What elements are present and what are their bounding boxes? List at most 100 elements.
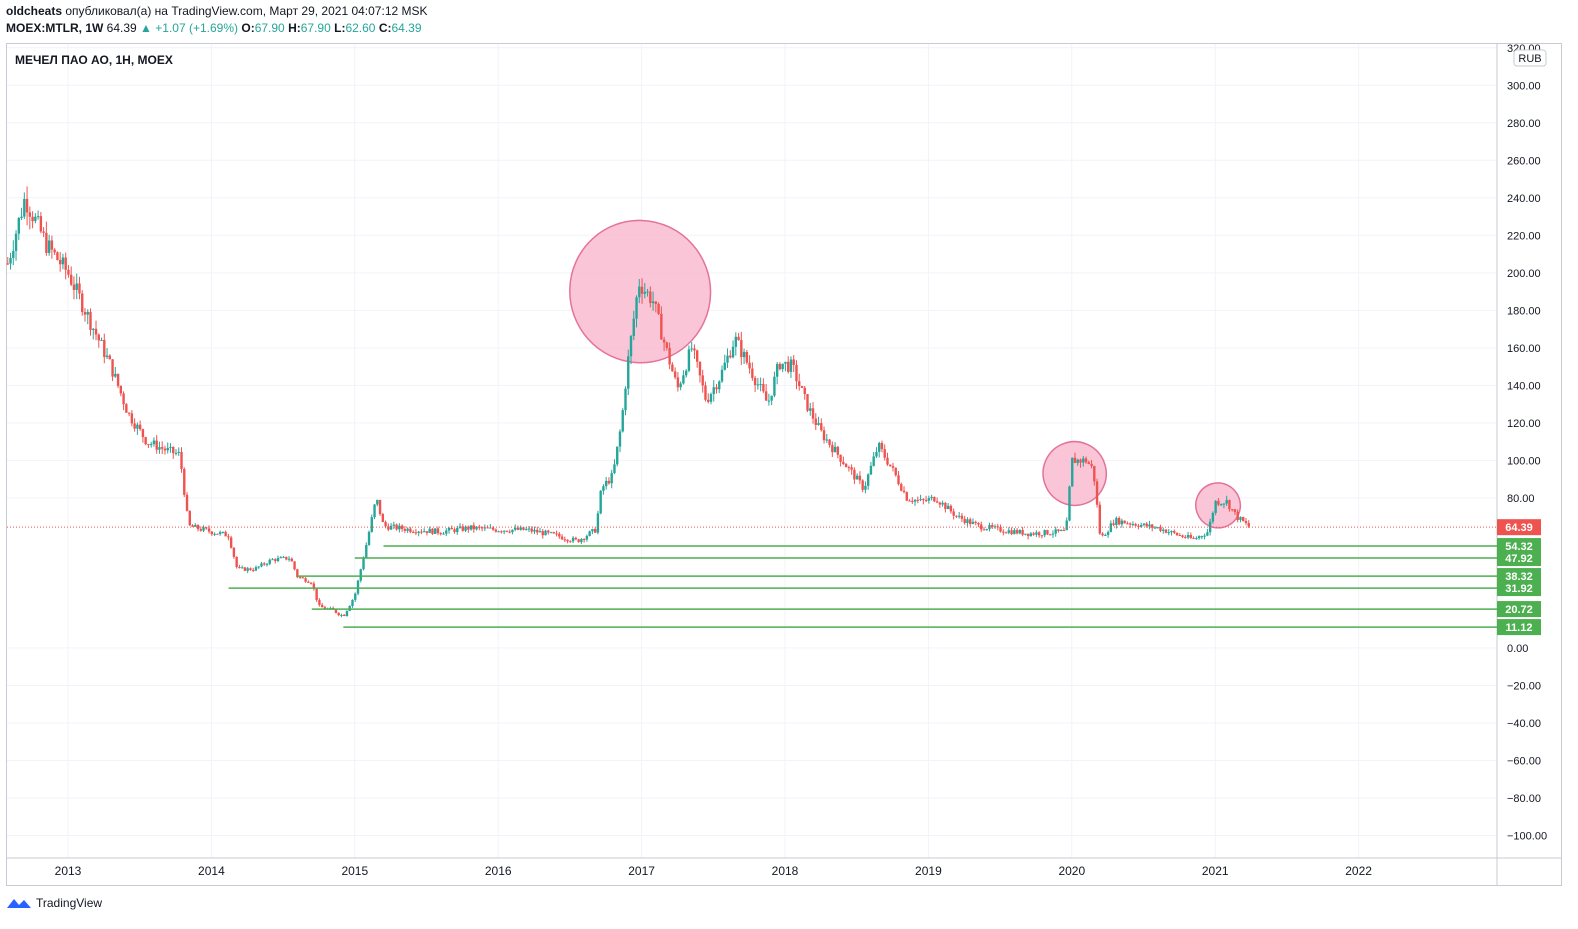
chart-frame[interactable]	[6, 43, 1562, 886]
candle-body	[635, 297, 638, 319]
candle-body	[513, 527, 517, 530]
candle-body	[1084, 458, 1088, 463]
x-tick-label: 2022	[1345, 864, 1372, 878]
candle-body	[1095, 481, 1099, 505]
x-tick-label: 2014	[198, 864, 225, 878]
candle-body	[17, 218, 21, 234]
candle-body	[673, 371, 677, 378]
candle-body	[161, 447, 164, 449]
candle-body	[1004, 532, 1008, 534]
author-name[interactable]: oldcheats	[6, 4, 63, 18]
candle-body	[676, 377, 680, 388]
candle-body	[185, 494, 189, 511]
candle-body	[687, 349, 691, 371]
candle-body	[370, 517, 373, 532]
candle-body	[428, 528, 431, 533]
candle-body	[235, 556, 238, 568]
candle-body	[183, 468, 186, 495]
candle-body	[1123, 520, 1126, 524]
candle-body	[89, 311, 92, 330]
support-label: 31.92	[1505, 583, 1533, 595]
support-label-badge	[1497, 568, 1541, 585]
candle-body	[400, 525, 404, 529]
candle-body	[500, 531, 503, 533]
candle-body	[1032, 533, 1035, 535]
candle-body	[651, 301, 655, 304]
candle-body	[486, 527, 489, 529]
candle-body	[334, 609, 338, 613]
candle-body	[536, 529, 539, 533]
candle-body	[67, 269, 70, 275]
candle-body	[1068, 486, 1071, 521]
candle-body	[538, 531, 542, 533]
candle-body	[712, 387, 715, 395]
candle-body	[1037, 532, 1041, 536]
candle-body	[558, 533, 561, 537]
candle-body	[345, 610, 349, 617]
candle-body	[163, 448, 167, 451]
candle-body	[649, 291, 652, 304]
candle-body	[1200, 536, 1204, 538]
candle-body	[315, 588, 318, 601]
candle-body	[933, 496, 936, 502]
candle-body	[811, 408, 815, 419]
candle-body	[469, 525, 473, 530]
candle-body	[770, 395, 773, 401]
candle-body	[1247, 523, 1250, 527]
candle-body	[78, 283, 81, 294]
candle-body	[982, 529, 986, 531]
candle-body	[767, 400, 771, 402]
price-change: +1.07 (+1.69%)	[155, 21, 239, 35]
candle-body	[913, 499, 917, 502]
candle-body	[781, 363, 784, 370]
candle-body	[1026, 533, 1030, 537]
candle-body	[343, 614, 346, 617]
candle-body	[616, 446, 619, 465]
candle-body	[577, 539, 580, 543]
candle-body	[177, 451, 180, 453]
candle-body	[114, 373, 117, 377]
candle-body	[238, 567, 241, 569]
candle-body	[980, 524, 983, 530]
candle-body	[549, 532, 553, 534]
y-tick-label: 260.00	[1507, 155, 1541, 167]
candle-body	[704, 385, 707, 400]
candle-body	[1159, 527, 1162, 531]
support-label: 11.12	[1506, 622, 1533, 634]
candle-body	[1090, 463, 1093, 466]
candle-body	[260, 563, 263, 567]
candle-body	[246, 568, 249, 571]
candle-body	[395, 524, 398, 530]
candle-body	[889, 464, 892, 466]
highlight-ellipse	[1042, 440, 1108, 507]
candle-body	[1181, 535, 1184, 537]
candle-body	[654, 301, 658, 304]
candle-body	[279, 557, 282, 559]
candle-body	[36, 216, 40, 218]
candle-body	[130, 413, 134, 424]
candle-body	[296, 569, 299, 578]
currency-badge[interactable]	[1513, 49, 1547, 67]
candle-body	[684, 370, 688, 376]
candle-body	[502, 530, 506, 532]
close-value: 64.39	[391, 21, 422, 35]
candle-body	[218, 532, 222, 534]
tradingview-brand[interactable]: TradingView	[36, 896, 103, 910]
candle-body	[1048, 534, 1052, 536]
candle-body	[963, 518, 966, 524]
candle-body	[480, 527, 484, 529]
candle-body	[756, 384, 760, 386]
current-price-label: 64.39	[1505, 522, 1533, 534]
candle-body	[489, 527, 492, 529]
candle-body	[1104, 535, 1107, 537]
candle-body	[1013, 530, 1016, 535]
candle-body	[1007, 530, 1011, 533]
candle-body	[14, 233, 18, 251]
candle-body	[955, 515, 958, 517]
candle-body	[1010, 530, 1013, 535]
candle-body	[591, 529, 594, 532]
candle-body	[607, 480, 611, 484]
candle-body	[254, 567, 258, 571]
candle-body	[839, 454, 842, 462]
